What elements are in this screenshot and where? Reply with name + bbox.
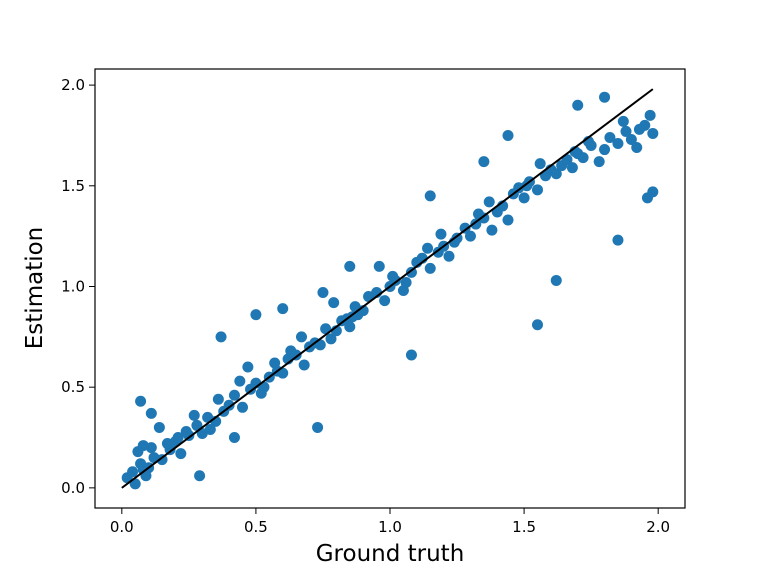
data-point (405, 266, 417, 278)
data-point (572, 99, 584, 111)
data-point (647, 127, 659, 139)
data-point (486, 224, 498, 236)
data-point (317, 287, 329, 299)
data-point (593, 156, 605, 168)
data-point (502, 214, 514, 226)
data-point (521, 180, 533, 192)
data-point (617, 115, 629, 127)
x-tick-label: 0.0 (110, 518, 134, 536)
data-point (550, 168, 562, 180)
x-tick-label: 2.0 (646, 518, 670, 536)
data-point (135, 395, 147, 407)
data-point (422, 242, 434, 254)
data-point (325, 333, 337, 345)
data-point (518, 192, 530, 204)
data-point (443, 250, 455, 262)
data-point (344, 260, 356, 272)
data-point (604, 131, 616, 143)
y-tick-label: 1.0 (61, 277, 85, 295)
data-point (400, 276, 412, 288)
data-point (153, 421, 165, 433)
y-tick-label: 2.0 (61, 76, 85, 94)
data-point (612, 234, 624, 246)
data-point (631, 142, 643, 154)
data-point (577, 152, 589, 164)
data-point (612, 138, 624, 150)
x-axis-label: Ground truth (316, 541, 465, 567)
data-point (346, 311, 358, 323)
y-axis-ticks: 0.0 0.5 1.0 1.5 2.0 (61, 76, 95, 497)
data-point (464, 230, 476, 242)
data-point (387, 270, 399, 282)
x-tick-label: 0.5 (244, 518, 268, 536)
data-point (298, 359, 310, 371)
data-point (312, 421, 324, 433)
data-point (180, 425, 192, 437)
data-point (145, 407, 157, 419)
data-point (373, 260, 385, 272)
data-point (212, 393, 224, 405)
data-point (478, 156, 490, 168)
data-point (599, 144, 611, 156)
data-point (269, 357, 281, 369)
data-point (459, 222, 471, 234)
data-point (156, 454, 168, 466)
data-point (137, 440, 149, 452)
data-point (328, 297, 340, 309)
data-point (534, 158, 546, 170)
data-point (532, 319, 543, 331)
data-point (175, 448, 187, 460)
y-tick-label: 1.5 (61, 177, 85, 195)
data-point (550, 274, 562, 286)
reference-line (121, 88, 654, 489)
x-axis-ticks: 0.0 0.5 1.0 1.5 2.0 (110, 508, 670, 536)
data-point (234, 375, 246, 387)
data-point (633, 123, 645, 135)
y-tick-label: 0.0 (61, 479, 85, 497)
data-point (223, 399, 235, 411)
data-point (188, 409, 200, 421)
data-point (127, 466, 139, 478)
data-point (625, 133, 637, 145)
data-point (194, 470, 206, 482)
data-point (296, 331, 307, 343)
data-point (599, 91, 611, 103)
data-point (172, 432, 184, 444)
data-point (237, 401, 248, 413)
data-point (215, 331, 227, 343)
x-tick-label: 1.0 (378, 518, 402, 536)
data-point (204, 423, 216, 435)
y-axis-label: Estimation (22, 227, 48, 349)
data-point (483, 196, 495, 208)
data-point (161, 438, 173, 450)
data-point (242, 361, 254, 373)
data-point (250, 309, 262, 321)
x-tick-label: 1.5 (512, 518, 536, 536)
data-point (424, 262, 436, 274)
y-tick-label: 0.5 (61, 378, 85, 396)
data-point (228, 432, 240, 444)
data-point (285, 345, 297, 357)
data-point (424, 190, 436, 202)
data-point (644, 109, 656, 121)
data-point (647, 186, 659, 198)
data-point (405, 349, 417, 361)
data-point (566, 162, 578, 174)
data-point (470, 218, 482, 230)
data-point (532, 184, 543, 196)
data-point (379, 295, 391, 307)
data-point (620, 125, 632, 137)
data-point (435, 228, 447, 240)
reference-line-layer (121, 88, 654, 489)
data-point (277, 303, 289, 315)
data-point (502, 129, 514, 141)
data-point (228, 389, 240, 401)
scatter-points (121, 91, 659, 490)
